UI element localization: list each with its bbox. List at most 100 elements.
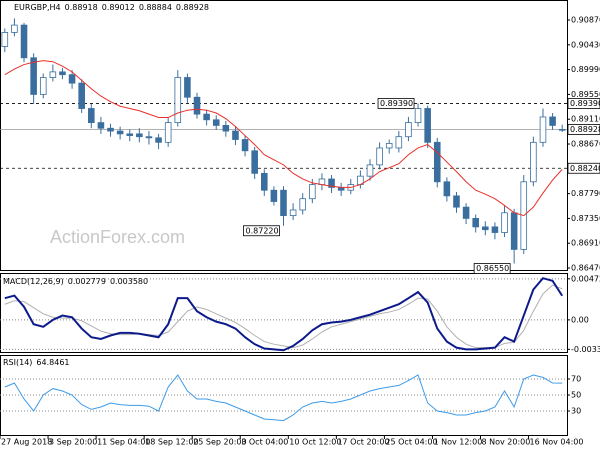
candle-body [59, 71, 66, 76]
candle-body [453, 195, 460, 208]
candle-body [414, 108, 422, 123]
open-readout: 0.88918 [65, 3, 98, 12]
candle-body [78, 82, 85, 109]
x-tick-label: 25 Sep 20:00 [193, 438, 246, 447]
price-label: 0.88928 [570, 125, 600, 134]
macd-line [4, 277, 564, 352]
candle-body [232, 130, 239, 140]
candle-body [558, 129, 566, 131]
y-tick-label: 30 [571, 407, 581, 416]
candle-body [39, 77, 47, 95]
candle-body [155, 137, 162, 143]
x-tick-label: 27 Aug 2018 [1, 438, 52, 447]
candle-body [126, 133, 134, 136]
candle-body [241, 139, 249, 152]
candle-body [212, 119, 220, 126]
signal-line [4, 284, 563, 349]
signal-readout: 0.003580 [110, 277, 148, 286]
y-tick-label: 50 [571, 391, 581, 400]
main-panel [0, 0, 568, 271]
candle-body [443, 181, 451, 197]
candle-body [145, 136, 153, 139]
candle-body [309, 184, 316, 200]
candle-body [97, 122, 105, 129]
level-box [567, 98, 600, 109]
high-readout: 0.89012 [102, 3, 135, 12]
moving-average [4, 60, 563, 217]
x-tick-label: 3 Oct 04:00 [241, 438, 288, 447]
annotation-box [243, 225, 280, 237]
level-label: 0.88240 [570, 164, 600, 173]
candle-body [539, 116, 547, 143]
candle-body [251, 150, 258, 174]
candle-body [395, 136, 403, 149]
level-box [567, 162, 600, 174]
candle-body [328, 178, 335, 188]
annotation-label: 0.87220 [246, 226, 279, 235]
macd-title: MACD(12,26,9) [3, 277, 64, 286]
y-tick-label: -0.003391 [571, 345, 600, 354]
candle-body [174, 77, 182, 123]
candle-body [433, 141, 441, 183]
candle-body [299, 198, 307, 211]
candle-body [482, 226, 489, 231]
x-tick-label: 3 Sep 20:00 [49, 438, 97, 447]
x-tick-label: 25 Oct 04:00 [385, 438, 437, 447]
x-tick-label: 11 Sep 04:00 [97, 438, 150, 447]
candle-body [203, 113, 210, 121]
candle-body [88, 108, 95, 123]
y-tick-label: 0.004729 [571, 274, 600, 283]
rsi-line [4, 374, 563, 422]
y-tick-label: 70 [571, 375, 581, 384]
x-tick-label: 16 Nov 04:00 [530, 438, 584, 447]
candle-body [30, 57, 37, 95]
candle-body [501, 212, 508, 233]
symbol: EURGBP,H4 [14, 3, 61, 12]
macd-panel [0, 273, 568, 353]
rsi-header: RSI(14) 64.8461 [3, 358, 70, 367]
candle-body [49, 71, 57, 78]
candle-body [549, 116, 556, 126]
candle-body [193, 96, 201, 115]
candle-body [385, 143, 393, 149]
candle-body [491, 226, 499, 233]
watermark: ActionForex.com [50, 227, 185, 247]
annotation-label: 0.86550 [476, 264, 509, 273]
low-readout: 0.88884 [139, 3, 172, 12]
x-tick-label: 17 Oct 20:00 [337, 438, 389, 447]
x-tick-label: 10 Oct 12:00 [289, 438, 341, 447]
macd-readout: 0.002779 [68, 277, 106, 286]
macd-header: MACD(12,26,9) 0.002779 0.003580 [3, 277, 148, 286]
close-readout: 0.88928 [176, 3, 209, 12]
rsi-title: RSI(14) [3, 358, 32, 367]
candle-body [136, 133, 143, 138]
x-tick-label: 8 Nov 20:00 [482, 438, 531, 447]
candle-body [20, 24, 28, 59]
candle-body [376, 147, 383, 166]
candle-body [530, 141, 537, 183]
candle-body [366, 164, 374, 177]
x-tick-label: 18 Sep 12:00 [145, 438, 198, 447]
candle-body [11, 24, 18, 33]
rsi-readout: 64.8461 [36, 358, 69, 367]
candle-body [510, 212, 518, 250]
candle-body [68, 74, 76, 84]
candle-body [424, 108, 431, 143]
candle-body [280, 189, 287, 217]
candle-body [270, 189, 278, 202]
candle-body [116, 130, 124, 135]
candle-body [184, 77, 191, 98]
header: EURGBP,H4 0.88918 0.89012 0.88884 0.88928 [14, 3, 209, 12]
y-tick-label: 0.00 [571, 315, 589, 324]
